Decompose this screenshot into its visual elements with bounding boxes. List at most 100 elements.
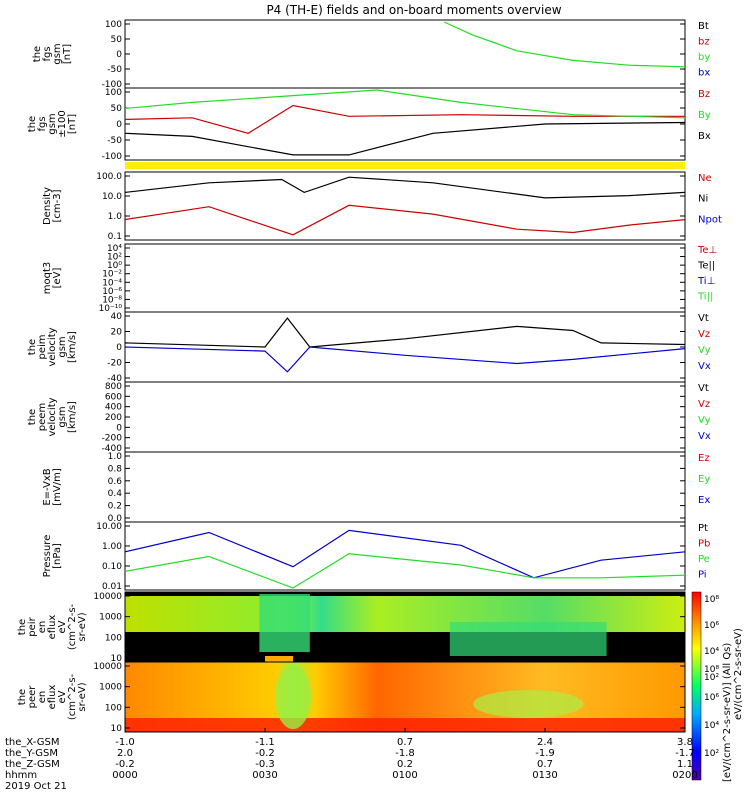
y-axis-label-line: Density xyxy=(42,187,53,225)
y-axis-label-line: [nPa] xyxy=(52,543,63,569)
panel-frame xyxy=(124,19,686,89)
y-axis-label-line: en xyxy=(37,691,48,704)
y-tick-label: 800 xyxy=(105,382,122,392)
y-axis-label-line: gsm xyxy=(57,336,68,357)
legend-entry: Bt xyxy=(698,21,709,32)
y-tick-label: -20 xyxy=(107,359,122,369)
ephemeris-row-label: 2019 Oct 21 xyxy=(5,781,67,792)
y-axis-label-line: en xyxy=(37,621,48,634)
legend-entry: By xyxy=(698,110,711,121)
y-tick-label: 0.8 xyxy=(108,464,123,474)
trace-fgs_clip-Bz xyxy=(124,104,685,134)
x-tick-label: -1.1 xyxy=(255,737,275,748)
legend-entry: Pi xyxy=(698,570,707,581)
y-tick-label: -100 xyxy=(102,80,123,90)
x-tick-label: 0030 xyxy=(252,770,277,781)
y-axis-label-line: peir xyxy=(27,616,38,636)
y-tick-label: 50 xyxy=(111,104,123,114)
trace-density-Ni xyxy=(124,176,686,199)
panel-frame xyxy=(124,451,686,523)
y-tick-label: 400 xyxy=(105,403,122,413)
legend-entry: Bz xyxy=(698,89,710,100)
colorbar-tick-2: 10⁶ xyxy=(704,621,719,631)
legend-entry: Ti⊥ xyxy=(697,276,715,287)
x-tick-label: 0.2 xyxy=(397,759,413,770)
x-tick-label: 2.4 xyxy=(537,737,553,748)
y-tick-label: 0 xyxy=(116,423,122,433)
panel-frame xyxy=(124,381,686,453)
panel-peir: 10000 1000 100 10 the peir en eflux eV (cm^2-s-sr… xyxy=(17,591,686,664)
x-tick-label: 2.0 xyxy=(117,748,133,759)
y-axis-label-line: peem xyxy=(37,403,48,431)
panel-frame xyxy=(124,311,686,383)
peer-outer-blob xyxy=(473,690,584,718)
y-axis-label-line: velocity xyxy=(47,327,58,366)
y-tick-label: 100 xyxy=(105,88,122,98)
legend-entry: Ti|| xyxy=(697,292,713,303)
y-tick-label: 0 xyxy=(116,50,122,60)
y-axis-label-line: velocity xyxy=(47,397,58,436)
colorbar-tick-6: 10⁶ xyxy=(704,693,719,703)
panel-density: 100.0 10.0 1.0 0.1 Density [cm-3] Ne Ni Npot xyxy=(42,171,722,242)
legend-entry: Te|| xyxy=(697,261,715,272)
y-axis-label-line: [nT] xyxy=(67,114,78,134)
peer-core-blob xyxy=(275,665,311,729)
data-traces xyxy=(124,21,686,589)
y-tick-label: 0.1 xyxy=(108,232,122,242)
x-tick-label: 1.1 xyxy=(677,759,693,770)
y-tick-label: 10.0 xyxy=(102,192,122,202)
x-tick-label: 3.8 xyxy=(677,737,693,748)
y-axis-label-line: [cm-3] xyxy=(52,189,63,222)
y-tick-label: 100 xyxy=(105,20,122,30)
panel-peer: 10000 1000 100 10 the peer en eflux eV (cm^2-s-sr… xyxy=(17,661,686,734)
y-tick-label: -40 xyxy=(107,374,122,384)
x-tick-label: 0.7 xyxy=(397,737,413,748)
y-tick-label: 10⁻¹⁰ xyxy=(99,304,123,314)
y-tick-label: 600 xyxy=(105,392,122,402)
colorbar-tick-7: 10⁴ xyxy=(704,721,719,731)
y-axis-label-line: gsm xyxy=(47,113,58,134)
y-axis-label-line: sr-eV) xyxy=(77,682,88,711)
peir-spectrogram-core xyxy=(259,594,310,652)
ephemeris-row-label: the_Y-GSM xyxy=(5,748,58,759)
panel-peim: 40 20 0 -20 -40 the peim velocity gsm [km/s] Vt Vz V… xyxy=(27,311,711,384)
peir-spectrogram-patch xyxy=(449,622,607,656)
y-tick-label: 20 xyxy=(111,328,123,338)
legend-entry: Pe xyxy=(698,554,710,565)
y-axis-label-line: fgs xyxy=(37,116,48,131)
y-tick-label: -50 xyxy=(107,136,122,146)
legend-entry: Bx xyxy=(698,131,711,142)
y-tick-label: 10 xyxy=(111,654,123,664)
colorbar-label-overlap: eV/(cm^2-s-sr-eV) xyxy=(733,628,744,720)
colorbar-tick-3: 10⁴ xyxy=(704,647,719,657)
x-tick-label: -0.2 xyxy=(115,759,135,770)
y-tick-label: 100.0 xyxy=(96,172,122,182)
y-axis-label-line: the xyxy=(27,409,38,425)
y-axis-label-line: (cm^2-s- xyxy=(67,603,78,650)
panel-efield: 1.0 0.8 0.6 0.4 0.2 0.0 E=-VxB [mV/m] Ez Ey Ex xyxy=(42,451,710,524)
legend-entry: Vz xyxy=(698,329,710,340)
x-tick-label: -1.7 xyxy=(675,748,695,759)
y-tick-label: 0.6 xyxy=(108,477,123,487)
y-tick-label: 10.00 xyxy=(96,522,122,532)
colorbar-tick-5: 10⁸ xyxy=(704,665,719,675)
legend-entry: Vz xyxy=(698,399,710,410)
y-axis-label-line: [km/s] xyxy=(67,401,78,433)
x-tick-label: -1.0 xyxy=(115,737,135,748)
legend-entry: Vx xyxy=(698,431,711,442)
y-tick-label: 0.2 xyxy=(108,502,122,512)
y-axis-label-line: fgs xyxy=(42,46,53,61)
y-axis-label-line: ±100 xyxy=(57,110,68,137)
y-tick-label: 1.00 xyxy=(102,542,122,552)
y-tick-label: 10⁻² xyxy=(102,270,122,280)
panel-frame xyxy=(124,171,686,241)
legend-entry: Vt xyxy=(698,383,709,394)
legend-entry: Ey xyxy=(698,474,710,485)
legend-entry: Pt xyxy=(698,523,708,534)
y-tick-label: 0.01 xyxy=(102,582,122,592)
legend-entry: Ex xyxy=(698,495,710,506)
x-tick-label: 0130 xyxy=(532,770,557,781)
